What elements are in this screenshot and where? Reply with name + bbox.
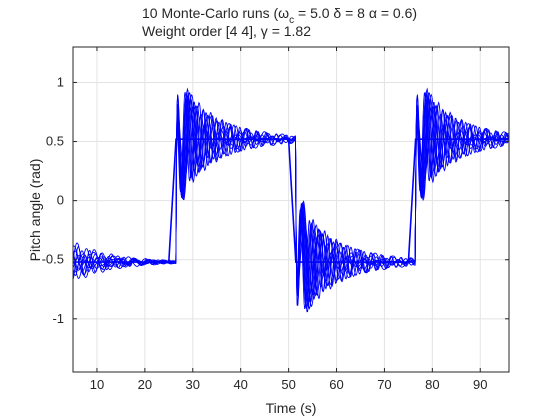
- y-tick-label-2: 0: [57, 193, 64, 208]
- reference-layer: [73, 138, 509, 263]
- x-tick-label-8: 90: [473, 377, 487, 392]
- x-tick-label-2: 30: [186, 377, 200, 392]
- y-axis-label: Pitch angle (rad): [27, 159, 43, 262]
- x-tick-label-0: 10: [90, 377, 104, 392]
- y-tick-label-0: -1: [52, 311, 64, 326]
- x-tick-label-1: 20: [138, 377, 152, 392]
- monte-carlo-run-7: [72, 91, 510, 309]
- x-tick-label-6: 70: [377, 377, 391, 392]
- chart-title-line-1: 10 Monte-Carlo runs (ωc = 5.0 δ = 8 α = …: [142, 5, 417, 26]
- x-tick-label-7: 80: [425, 377, 439, 392]
- y-tick-label-3: 0.5: [46, 134, 64, 149]
- reference-step-line: [73, 138, 509, 263]
- monte-carlo-run-10: [72, 95, 509, 306]
- series-layer: [72, 87, 510, 313]
- y-tick-label-4: 1: [57, 74, 64, 89]
- x-axis-label: Time (s): [266, 400, 317, 416]
- plot-area: [73, 47, 509, 372]
- chart-title-line-2: Weight order [4 4], γ = 1.82: [142, 23, 311, 39]
- chart-title-prefix: 10 Monte-Carlo runs (ω: [142, 5, 289, 21]
- axes-box: [72, 46, 510, 373]
- axes-frame: [72, 46, 510, 373]
- y-tick-labels: -1 -0.5 0 0.5 1: [42, 74, 64, 325]
- x-tick-label-4: 50: [281, 377, 295, 392]
- monte-carlo-run-9: [72, 91, 510, 310]
- chart-title-rest: = 5.0 δ = 8 α = 0.6): [294, 5, 417, 21]
- chart-title-subscript: c: [289, 15, 294, 26]
- x-tick-label-5: 60: [329, 377, 343, 392]
- x-tick-labels: 10 20 30 40 50 60 70 80 90: [90, 377, 488, 392]
- x-tick-label-3: 40: [233, 377, 247, 392]
- y-tick-label-1: -0.5: [42, 252, 64, 267]
